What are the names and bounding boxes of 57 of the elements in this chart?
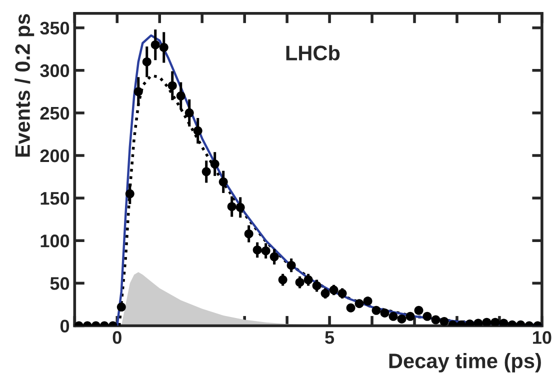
point <box>134 87 143 96</box>
point <box>227 202 236 212</box>
point <box>252 245 262 254</box>
x-tick-label: 5 <box>325 331 334 344</box>
point <box>372 306 381 315</box>
point <box>312 281 322 290</box>
point <box>490 318 500 326</box>
point <box>295 278 304 287</box>
point <box>499 318 508 326</box>
y-tick-label: 0 <box>60 320 70 332</box>
point <box>176 91 186 100</box>
y-tick-label: 300 <box>40 64 70 78</box>
point <box>338 288 347 298</box>
point <box>474 318 483 326</box>
y-tick-label: 250 <box>40 106 70 120</box>
y-tick-label: 150 <box>40 192 70 205</box>
point <box>329 286 338 294</box>
point <box>286 260 296 270</box>
y-tick-label: 50 <box>50 277 70 290</box>
point <box>354 299 364 308</box>
y-tick-label: 350 <box>40 22 70 35</box>
point <box>346 303 356 312</box>
point <box>168 81 177 90</box>
point <box>380 308 390 318</box>
point <box>159 42 168 52</box>
point <box>261 246 270 256</box>
point <box>431 315 440 324</box>
point <box>210 160 220 169</box>
point <box>482 318 492 326</box>
point <box>244 229 254 238</box>
point <box>270 252 279 262</box>
point <box>236 202 245 212</box>
point <box>397 314 406 324</box>
point <box>363 296 372 306</box>
point <box>406 312 415 321</box>
x-tick-label: 10 <box>533 331 552 344</box>
point <box>142 57 152 66</box>
point <box>304 275 313 284</box>
y-tick-label: 200 <box>40 149 70 162</box>
point <box>414 306 424 315</box>
point <box>278 275 288 284</box>
annotation: LHCb <box>286 45 340 60</box>
point <box>440 317 449 326</box>
x-tick-label: 0 <box>112 331 122 344</box>
point <box>320 288 330 298</box>
point <box>388 312 398 321</box>
point <box>150 40 160 50</box>
point <box>218 177 228 186</box>
point <box>116 302 126 312</box>
point <box>184 108 194 118</box>
x-axis-title: Decay time (ps) <box>389 353 541 372</box>
point <box>202 167 211 176</box>
y-tick-label: 100 <box>40 234 70 248</box>
point <box>422 312 432 321</box>
point <box>125 189 134 198</box>
point <box>193 126 202 136</box>
y-axis-title: Events / 0.2 ps <box>14 14 34 157</box>
